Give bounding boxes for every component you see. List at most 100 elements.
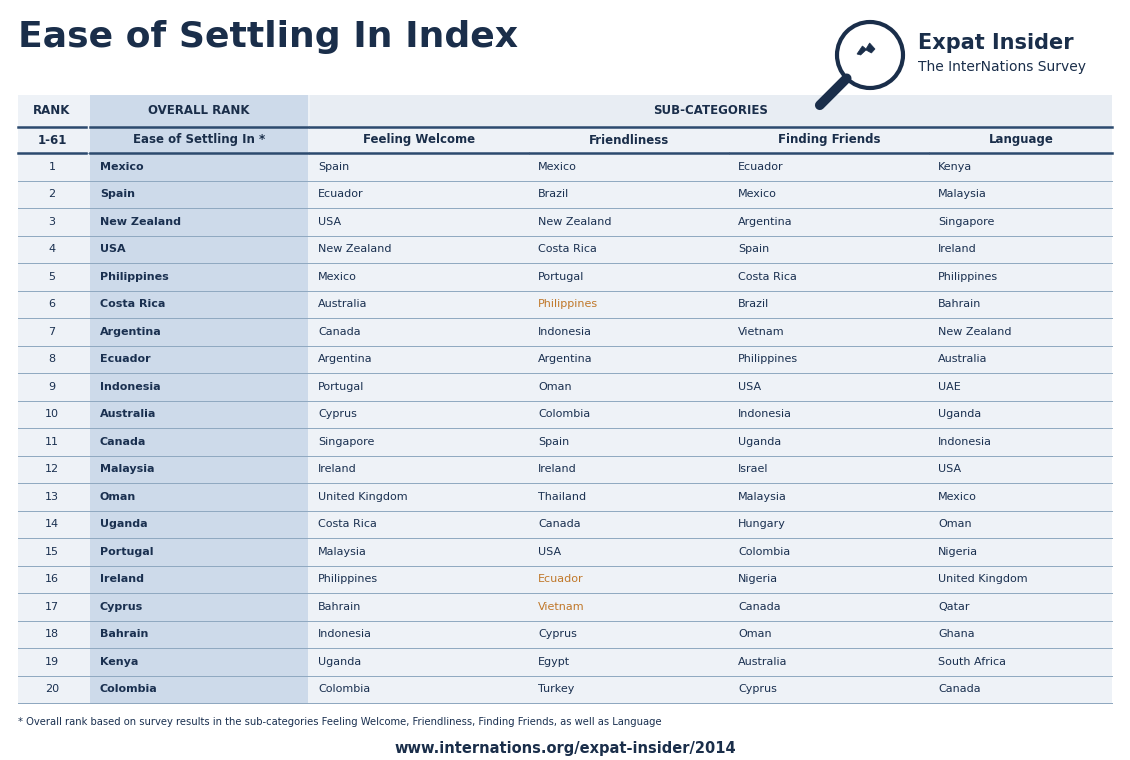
- Text: Australia: Australia: [938, 354, 988, 364]
- Text: Singapore: Singapore: [938, 217, 994, 226]
- Text: Argentina: Argentina: [99, 327, 162, 337]
- Text: Uganda: Uganda: [738, 437, 781, 447]
- Text: 20: 20: [45, 684, 59, 694]
- Text: 12: 12: [45, 464, 59, 474]
- Text: Indonesia: Indonesia: [318, 629, 372, 639]
- Text: 2: 2: [49, 189, 55, 199]
- Text: Israel: Israel: [738, 464, 768, 474]
- Bar: [18, 95, 1112, 703]
- Text: Mexico: Mexico: [99, 162, 144, 172]
- Text: Philippines: Philippines: [318, 575, 379, 584]
- Text: Egypt: Egypt: [538, 657, 571, 667]
- Text: Feeling Welcome: Feeling Welcome: [363, 134, 475, 147]
- Text: Indonesia: Indonesia: [538, 327, 592, 337]
- Text: Canada: Canada: [318, 327, 360, 337]
- Text: Canada: Canada: [99, 437, 147, 447]
- Text: 1: 1: [49, 162, 55, 172]
- Text: Ireland: Ireland: [318, 464, 357, 474]
- Text: Argentina: Argentina: [538, 354, 592, 364]
- Text: www.internations.org/expat-insider/2014: www.internations.org/expat-insider/2014: [394, 741, 736, 756]
- Text: Cyprus: Cyprus: [99, 602, 144, 612]
- Text: Portugal: Portugal: [538, 272, 584, 282]
- Text: Friendliness: Friendliness: [589, 134, 669, 147]
- Text: Philippines: Philippines: [99, 272, 168, 282]
- Text: Vietnam: Vietnam: [738, 327, 784, 337]
- Text: Spain: Spain: [538, 437, 570, 447]
- Text: Canada: Canada: [738, 602, 781, 612]
- Text: 11: 11: [45, 437, 59, 447]
- Text: Costa Rica: Costa Rica: [318, 519, 377, 529]
- Text: 18: 18: [45, 629, 59, 639]
- Text: Ireland: Ireland: [99, 575, 144, 584]
- Text: Malaysia: Malaysia: [738, 492, 786, 502]
- Text: Canada: Canada: [538, 519, 581, 529]
- Text: Oman: Oman: [738, 629, 772, 639]
- Text: The InterNations Survey: The InterNations Survey: [918, 60, 1086, 74]
- Text: Language: Language: [989, 134, 1053, 147]
- Text: New Zealand: New Zealand: [318, 244, 391, 255]
- Text: Ireland: Ireland: [938, 244, 976, 255]
- Text: Brazil: Brazil: [738, 299, 770, 309]
- Text: 13: 13: [45, 492, 59, 502]
- Text: 4: 4: [49, 244, 55, 255]
- Text: 1-61: 1-61: [37, 134, 67, 147]
- Text: 5: 5: [49, 272, 55, 282]
- Text: Colombia: Colombia: [318, 684, 371, 694]
- Text: New Zealand: New Zealand: [538, 217, 611, 226]
- Text: 15: 15: [45, 546, 59, 557]
- Bar: [90, 95, 308, 703]
- Bar: [310, 95, 1112, 127]
- Text: Bahrain: Bahrain: [99, 629, 148, 639]
- Text: Philippines: Philippines: [738, 354, 798, 364]
- Text: Mexico: Mexico: [538, 162, 577, 172]
- Text: * Overall rank based on survey results in the sub-categories Feeling Welcome, Fr: * Overall rank based on survey results i…: [18, 717, 662, 727]
- Text: RANK: RANK: [33, 105, 71, 118]
- Text: Colombia: Colombia: [738, 546, 790, 557]
- Text: Indonesia: Indonesia: [738, 409, 792, 420]
- Text: Brazil: Brazil: [538, 189, 570, 199]
- Text: Mexico: Mexico: [318, 272, 357, 282]
- Text: Ecuador: Ecuador: [538, 575, 583, 584]
- Text: Ecuador: Ecuador: [99, 354, 150, 364]
- Text: Oman: Oman: [99, 492, 137, 502]
- Text: Turkey: Turkey: [538, 684, 574, 694]
- Text: Canada: Canada: [938, 684, 981, 694]
- Text: Spain: Spain: [99, 189, 134, 199]
- Text: Australia: Australia: [318, 299, 367, 309]
- Text: Mexico: Mexico: [938, 492, 976, 502]
- Text: Australia: Australia: [738, 657, 788, 667]
- Text: Malaysia: Malaysia: [938, 189, 986, 199]
- Text: Ease of Settling In Index: Ease of Settling In Index: [18, 20, 518, 54]
- Text: 7: 7: [49, 327, 55, 337]
- Text: United Kingdom: United Kingdom: [318, 492, 408, 502]
- Text: 10: 10: [45, 409, 59, 420]
- Text: New Zealand: New Zealand: [99, 217, 181, 226]
- Text: Oman: Oman: [938, 519, 972, 529]
- Text: Qatar: Qatar: [938, 602, 970, 612]
- Text: Cyprus: Cyprus: [318, 409, 357, 420]
- Text: Bahrain: Bahrain: [318, 602, 362, 612]
- Text: Ireland: Ireland: [538, 464, 576, 474]
- Text: Colombia: Colombia: [538, 409, 590, 420]
- Text: OVERALL RANK: OVERALL RANK: [148, 105, 250, 118]
- Text: Portugal: Portugal: [99, 546, 154, 557]
- Text: USA: USA: [318, 217, 341, 226]
- Text: Finding Friends: Finding Friends: [777, 134, 880, 147]
- Text: Malaysia: Malaysia: [99, 464, 155, 474]
- Text: Philippines: Philippines: [538, 299, 598, 309]
- Text: Costa Rica: Costa Rica: [738, 272, 797, 282]
- Text: Cyprus: Cyprus: [738, 684, 777, 694]
- Text: Nigeria: Nigeria: [738, 575, 779, 584]
- Text: Spain: Spain: [318, 162, 349, 172]
- Text: Argentina: Argentina: [738, 217, 792, 226]
- Text: 17: 17: [45, 602, 59, 612]
- Text: Indonesia: Indonesia: [99, 382, 160, 391]
- Text: Oman: Oman: [538, 382, 572, 391]
- Text: Argentina: Argentina: [318, 354, 373, 364]
- Text: 9: 9: [49, 382, 55, 391]
- Text: 3: 3: [49, 217, 55, 226]
- Text: Cyprus: Cyprus: [538, 629, 577, 639]
- Text: Uganda: Uganda: [938, 409, 981, 420]
- Text: New Zealand: New Zealand: [938, 327, 1011, 337]
- Text: Costa Rica: Costa Rica: [538, 244, 597, 255]
